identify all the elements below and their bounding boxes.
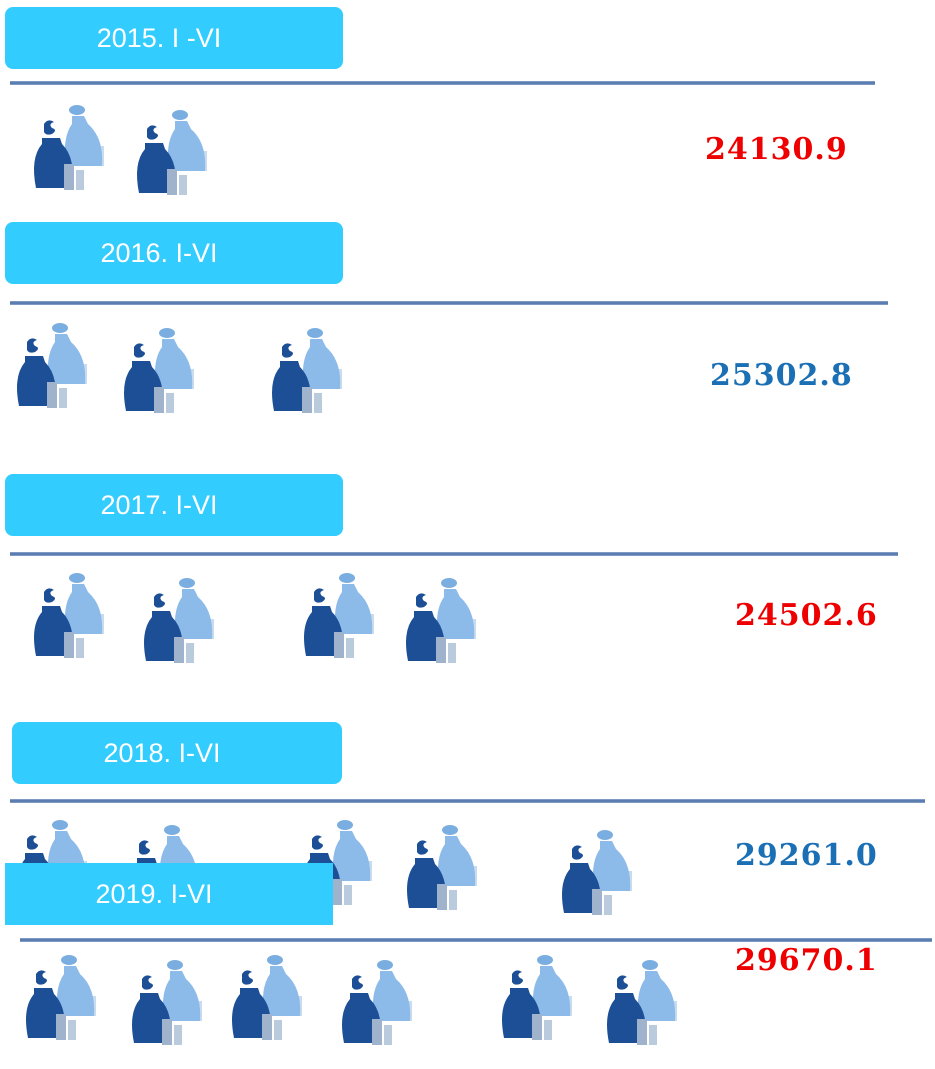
divider [10, 799, 925, 803]
period-label: 2019. I-VI [5, 863, 333, 925]
period-label: 2016. I-VI [5, 222, 343, 284]
value: 29261.0 [735, 838, 878, 873]
divider [10, 552, 898, 556]
value: 29670.1 [735, 943, 878, 978]
period-label: 2015. I -VI [5, 7, 343, 69]
period-label: 2017. I-VI [5, 474, 343, 536]
divider [10, 81, 875, 85]
divider [10, 301, 888, 305]
page: 2015. I -VI 24130.9 2016. I-VI 25302.8 2… [0, 0, 935, 1069]
period-label: 2018. I-VI [12, 722, 342, 784]
value: 24130.9 [705, 132, 848, 167]
value: 24502.6 [735, 598, 878, 633]
value: 25302.8 [710, 358, 853, 393]
divider [20, 938, 932, 942]
